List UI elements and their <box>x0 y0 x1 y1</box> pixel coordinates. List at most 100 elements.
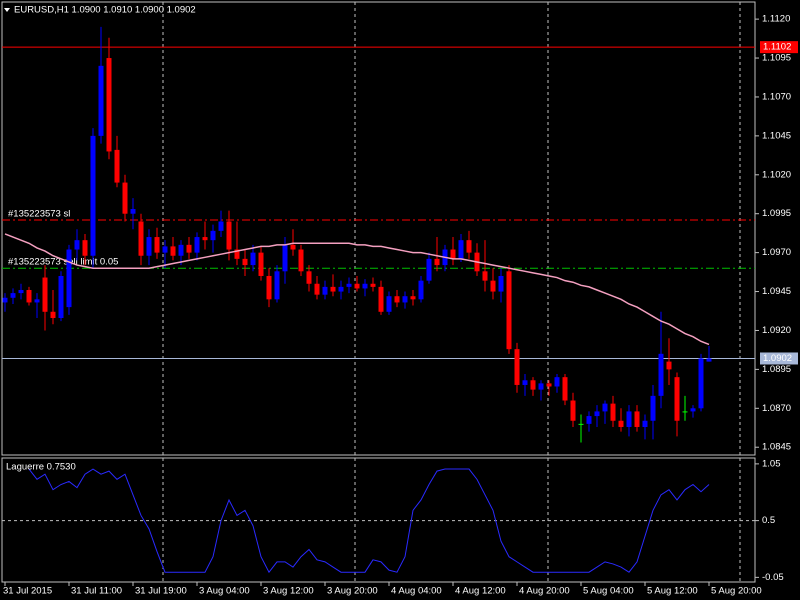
candle-body <box>666 361 672 370</box>
candle-body <box>362 283 368 289</box>
chart-title: EURUSD,H1 1.0900 1.0910 1.0900 1.0902 <box>14 5 196 16</box>
candle-body <box>386 296 392 312</box>
candle-body <box>34 299 40 303</box>
time-grid <box>162 2 741 582</box>
candle-body <box>634 411 640 427</box>
candle-body <box>82 240 88 256</box>
candle-body <box>282 244 288 272</box>
candle-body <box>130 209 136 214</box>
y-tick-label: 1.1045 <box>762 130 791 141</box>
indicator-panel-frame <box>1 457 756 583</box>
candle-body <box>602 403 608 412</box>
x-tick-label: 4 Aug 20:00 <box>519 586 570 597</box>
candle-body <box>178 244 184 256</box>
order-label: #135223573 sl <box>8 208 70 219</box>
candle-body <box>106 58 112 152</box>
candle-body <box>450 249 456 259</box>
candle-body <box>682 411 688 413</box>
candle-body <box>218 221 224 231</box>
x-tick-label: 5 Aug 12:00 <box>647 586 698 597</box>
x-tick-label: 4 Aug 12:00 <box>455 586 506 597</box>
candle-body <box>650 395 656 421</box>
indicator-line <box>28 468 710 574</box>
candle-body <box>690 408 696 412</box>
candle-body <box>226 221 232 250</box>
moving-average <box>4 233 710 346</box>
candle-body <box>554 377 560 387</box>
y-tick-label: 1.0920 <box>762 325 791 336</box>
x-tick-label: 4 Aug 04:00 <box>391 586 442 597</box>
price-box-label: 1.1102 <box>763 42 791 53</box>
candle-body <box>394 296 400 303</box>
candle-body <box>562 377 568 401</box>
candle-body <box>114 149 120 183</box>
candle-body <box>2 297 8 303</box>
price-box <box>760 352 798 365</box>
y-tick-label: 1.1095 <box>762 53 791 64</box>
candle-body <box>570 400 576 421</box>
y-tick-label: 0.5 <box>762 515 775 526</box>
main-panel-frame <box>1 1 756 456</box>
price-box-label: 1.0902 <box>763 353 792 364</box>
candle-body <box>322 286 328 295</box>
candle-body <box>154 237 160 253</box>
candle-body <box>274 271 280 300</box>
candle-body <box>258 252 264 276</box>
candle-body <box>266 275 272 300</box>
candle-body <box>434 258 440 266</box>
y-tick-label: 1.0845 <box>762 442 791 453</box>
candle-body <box>498 275 504 292</box>
x-tick-label: 31 Jul 19:00 <box>135 586 187 597</box>
candle-body <box>146 237 152 256</box>
indicator-title: Laguerre 0.7530 <box>6 462 76 473</box>
candle-body <box>306 271 312 284</box>
candle-body <box>194 237 200 253</box>
candle-body <box>626 411 632 427</box>
candle-body <box>162 246 168 253</box>
candle-body <box>290 244 296 250</box>
menu-arrow[interactable] <box>4 8 10 12</box>
candle-body <box>402 296 408 303</box>
candle-body <box>514 349 520 385</box>
candle-body <box>234 249 240 259</box>
candle-body <box>18 289 24 294</box>
candle-body <box>530 380 536 390</box>
candle-body <box>250 252 256 266</box>
candle-body <box>698 358 704 409</box>
candle-body <box>202 237 208 241</box>
y-tick-label: 1.0970 <box>762 247 791 258</box>
order-label: #135223573 sell limit 0.05 <box>8 257 118 268</box>
candle-body <box>482 271 488 281</box>
candle-body <box>186 244 192 253</box>
candle-body <box>546 383 552 387</box>
y-tick-label: 1.0945 <box>762 286 791 297</box>
candle-body <box>314 283 320 295</box>
y-tick-label: 1.1020 <box>762 169 791 180</box>
candle-body <box>706 358 712 362</box>
candle-body <box>98 65 104 136</box>
y-tick-label: 1.0870 <box>762 403 791 414</box>
x-tick-label: 3 Aug 20:00 <box>327 586 378 597</box>
price-box <box>760 41 798 54</box>
candle-body <box>74 240 80 250</box>
candle-body <box>354 283 360 289</box>
candle-body <box>210 230 216 241</box>
candle-body <box>418 280 424 300</box>
y-tick-label: 1.05 <box>762 458 781 469</box>
candle-body <box>522 380 528 385</box>
candle-body <box>370 283 376 287</box>
candle-body <box>330 286 336 292</box>
candle-body <box>538 383 544 390</box>
candle-body <box>426 258 432 281</box>
candle-body <box>642 420 648 427</box>
candle-body <box>674 377 680 421</box>
candle-body <box>26 289 32 303</box>
candle-body <box>10 293 16 298</box>
candle-body <box>122 182 128 214</box>
candle-body <box>466 240 472 253</box>
candle-body <box>346 283 352 287</box>
x-tick-label: 3 Aug 12:00 <box>263 586 314 597</box>
candle-body <box>578 423 584 425</box>
x-tick-label: 3 Aug 04:00 <box>199 586 250 597</box>
